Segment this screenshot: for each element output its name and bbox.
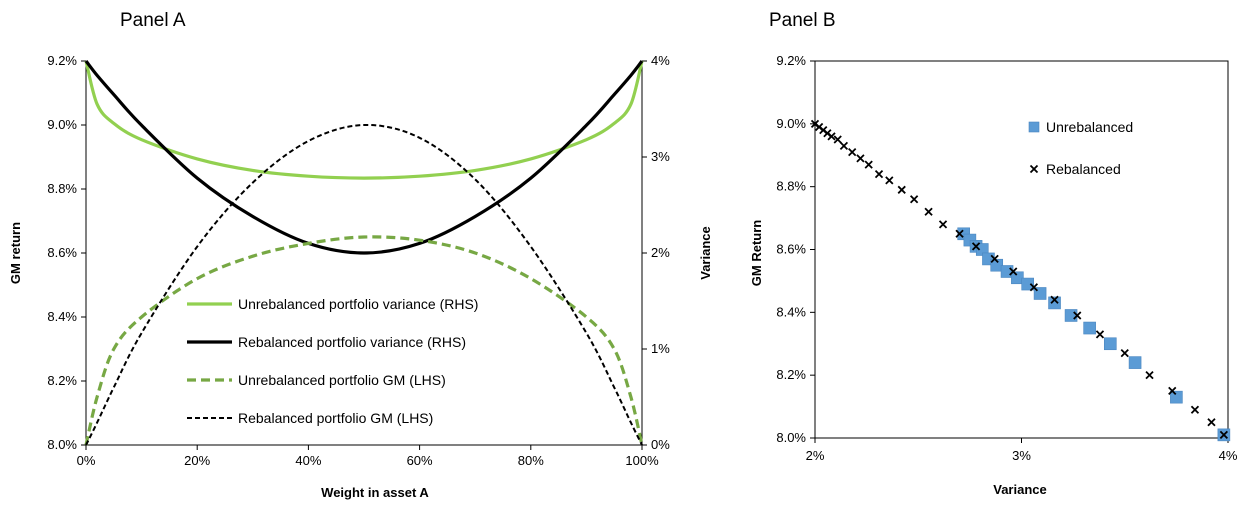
rebalanced-point: [1120, 349, 1129, 358]
rebalanced-point: [938, 220, 948, 229]
panel-b-x-tick-label: 2%: [806, 448, 825, 463]
panel-a-legend-label: Rebalanced portfolio variance (RHS): [238, 334, 466, 350]
panel-a-legend-label: Unrebalanced portfolio GM (LHS): [238, 372, 446, 388]
panel-b-legend-swatch: [1029, 164, 1039, 174]
rebalanced-point: [897, 185, 906, 194]
panel-a-legend-label: Unrebalanced portfolio variance (RHS): [238, 296, 478, 312]
rebalanced-point: [1029, 283, 1039, 292]
panel-b-legend-label: Rebalanced: [1046, 161, 1121, 177]
panel-a-x-tick-label: 20%: [184, 453, 210, 468]
panel-b-frame: [814, 60, 1229, 439]
unrebalanced-point: [1170, 390, 1183, 404]
rebalanced-point: [1190, 405, 1200, 414]
rebalanced-point: [848, 147, 857, 157]
panel-a-x-tick-label: 40%: [295, 453, 321, 468]
rebalanced-point: [1095, 330, 1105, 339]
unrebalanced-point: [1103, 337, 1117, 351]
rebalanced-point: [909, 195, 919, 204]
panel-a-plot: 8.0% 8.2% 8.4% 8.6% 8.8% 9.0% 9.2% 0% 1% 2% 3% 4% 0%…: [47, 53, 670, 468]
unrebalanced-point: [1128, 356, 1142, 369]
panel-b-y-tick-label: 8.6%: [776, 242, 806, 257]
panel-a-left-tick-label: 8.8%: [47, 181, 77, 196]
panel-a-left-tick-label: 9.2%: [47, 53, 77, 68]
panel-a-x-tick-label: 60%: [407, 453, 433, 468]
panel-b-plot: 8.0% 8.2% 8.4% 8.6% 8.8% 9.0% 9.2% 2% 3% 4% Unreba…: [776, 53, 1237, 463]
panel-a-left-tick-label: 8.4%: [47, 309, 77, 324]
rebalanced-point: [1050, 295, 1059, 304]
panel-a-series-3: [85, 123, 643, 446]
panel-a-left-tick-label: 8.6%: [47, 245, 77, 260]
rebalanced-point: [833, 135, 842, 144]
panel-a-right-tick-label: 1%: [651, 341, 670, 356]
panel-a-left-tick-label: 9.0%: [47, 117, 77, 132]
rebalanced-point: [1145, 371, 1154, 380]
rebalanced-point: [1219, 430, 1229, 439]
panel-a-series-1: [84, 60, 644, 255]
rebalanced-point: [955, 229, 964, 238]
panel-b-x-tick-label: 3%: [1012, 448, 1031, 463]
unrebalanced-point: [1021, 277, 1034, 291]
panel-b-y-tick-label: 8.8%: [776, 179, 806, 194]
rebalanced-point: [874, 169, 884, 179]
rebalanced-point: [885, 176, 894, 185]
rebalanced-point: [1009, 267, 1018, 276]
rebalanced-point: [971, 242, 981, 251]
rebalanced-point: [827, 132, 836, 141]
panel-a-left-tick-label: 8.0%: [47, 437, 77, 452]
panel-a-left-tick-label: 8.2%: [47, 373, 77, 388]
rebalanced-point: [1073, 311, 1082, 320]
panel-a-ylabel-left: GM return: [8, 222, 23, 284]
rebalanced-point: [1168, 386, 1177, 396]
panel-b-y-tick-label: 9.2%: [776, 53, 806, 68]
rebalanced-point: [924, 207, 933, 216]
panel-a-right-tick-label: 2%: [651, 245, 670, 260]
panel-a-x-tick-label: 80%: [518, 453, 544, 468]
panel-b-ylabel: GM Return: [749, 220, 764, 287]
panel-a-series-2: [84, 235, 644, 446]
unrebalanced-point: [1048, 296, 1061, 310]
panel-a-x-tick-label: 0%: [77, 453, 96, 468]
panel-b-y-tick-label: 9.0%: [776, 116, 806, 131]
panel-a-right-tick-label: 4%: [651, 53, 670, 68]
rebalanced-point: [856, 154, 865, 163]
panel-b-legend-swatch: [1028, 121, 1040, 133]
panel-a-title: Panel A: [120, 10, 186, 31]
rebalanced-point: [1207, 418, 1216, 427]
panel-b-y-tick-label: 8.2%: [776, 367, 806, 382]
panel-a-xlabel: Weight in asset A: [321, 485, 429, 500]
panel-a-right-tick-label: 3%: [651, 149, 670, 164]
panel-b-legend-label: Unrebalanced: [1046, 119, 1133, 135]
rebalanced-point: [864, 160, 873, 169]
panel-b-y-tick-label: 8.0%: [776, 430, 806, 445]
panel-b-xlabel: Variance: [993, 482, 1047, 497]
unrebalanced-point: [1083, 321, 1096, 335]
panel-a-x-tick-label: 100%: [625, 453, 659, 468]
panel-b-x-tick-label: 4%: [1219, 448, 1238, 463]
panel-b-title: Panel B: [769, 10, 836, 31]
unrebalanced-point: [1064, 309, 1078, 322]
panel-b-y-tick-label: 8.4%: [776, 304, 806, 319]
panel-a-legend-label: Rebalanced portfolio GM (LHS): [238, 410, 433, 426]
panel-a-ylabel-right: Variance: [698, 226, 713, 280]
rebalanced-point: [990, 254, 999, 264]
panel-a-series-0: [84, 60, 644, 180]
panel-a-right-tick-label: 0%: [651, 437, 670, 452]
rebalanced-point: [839, 141, 849, 150]
